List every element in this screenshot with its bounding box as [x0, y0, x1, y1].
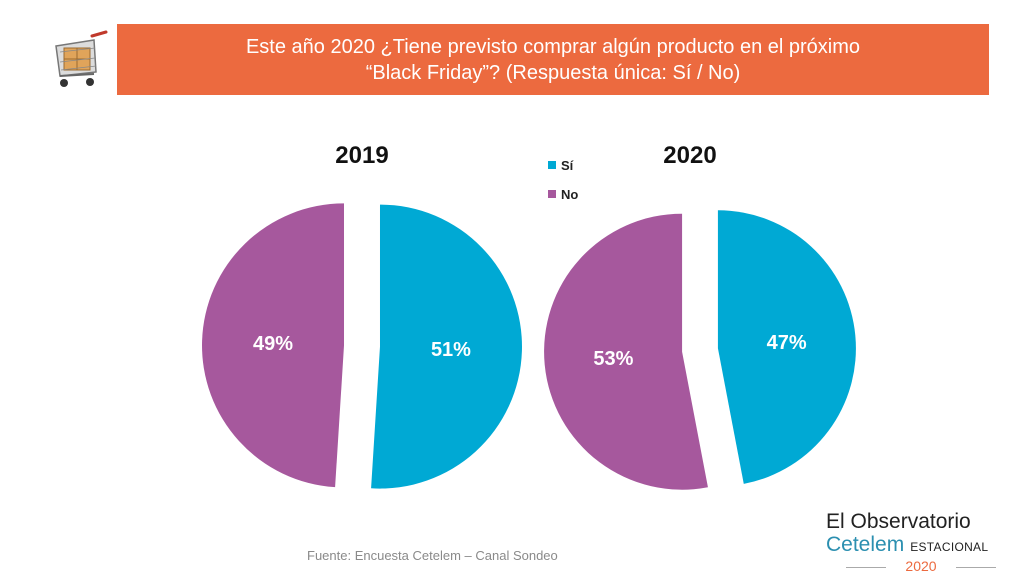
- pie-slice-2019-no: [202, 203, 345, 488]
- legend-swatch-si: [548, 161, 556, 169]
- legend: Sí No: [548, 155, 578, 213]
- pie-slice-2020-no: [544, 213, 708, 490]
- pie-slice-2020-si: [717, 210, 856, 484]
- shopping-cart-icon: [55, 30, 108, 87]
- chart-label-2020: 2020: [663, 142, 717, 169]
- legend-item-no: No: [548, 184, 578, 204]
- logo-brand: Cetelem: [826, 533, 905, 556]
- source-note: Fuente: Encuesta Cetelem – Canal Sondeo: [307, 548, 558, 563]
- title-line-1: Este año 2020 ¿Tiene previsto comprar al…: [245, 36, 861, 58]
- logo-line-1: El Observatorio: [826, 510, 971, 533]
- observatorio-logo: El Observatorio Cetelem ESTACIONAL 2020: [826, 510, 1006, 576]
- pie-label-2020-si: 47%: [767, 332, 807, 354]
- pie-label-2019-si: 51%: [431, 339, 471, 361]
- logo-year: 2020: [846, 558, 996, 576]
- logo-edition: ESTACIONAL: [910, 540, 989, 554]
- pie-slice-2019-si: [371, 204, 522, 489]
- logo-brand-line: Cetelem ESTACIONAL: [826, 534, 1006, 558]
- title-line-2: “Black Friday”? (Respuesta única: Sí / N…: [365, 62, 741, 84]
- pie-label-2020-no: 53%: [593, 348, 633, 370]
- chart-label-2019: 2019: [335, 142, 389, 169]
- legend-swatch-no: [548, 190, 556, 198]
- legend-item-si: Sí: [548, 155, 578, 175]
- pie-label-2019-no: 49%: [253, 333, 293, 355]
- legend-label-si: Sí: [561, 157, 574, 173]
- legend-label-no: No: [561, 186, 579, 202]
- title-banner: Este año 2020 ¿Tiene previsto comprar al…: [117, 24, 989, 95]
